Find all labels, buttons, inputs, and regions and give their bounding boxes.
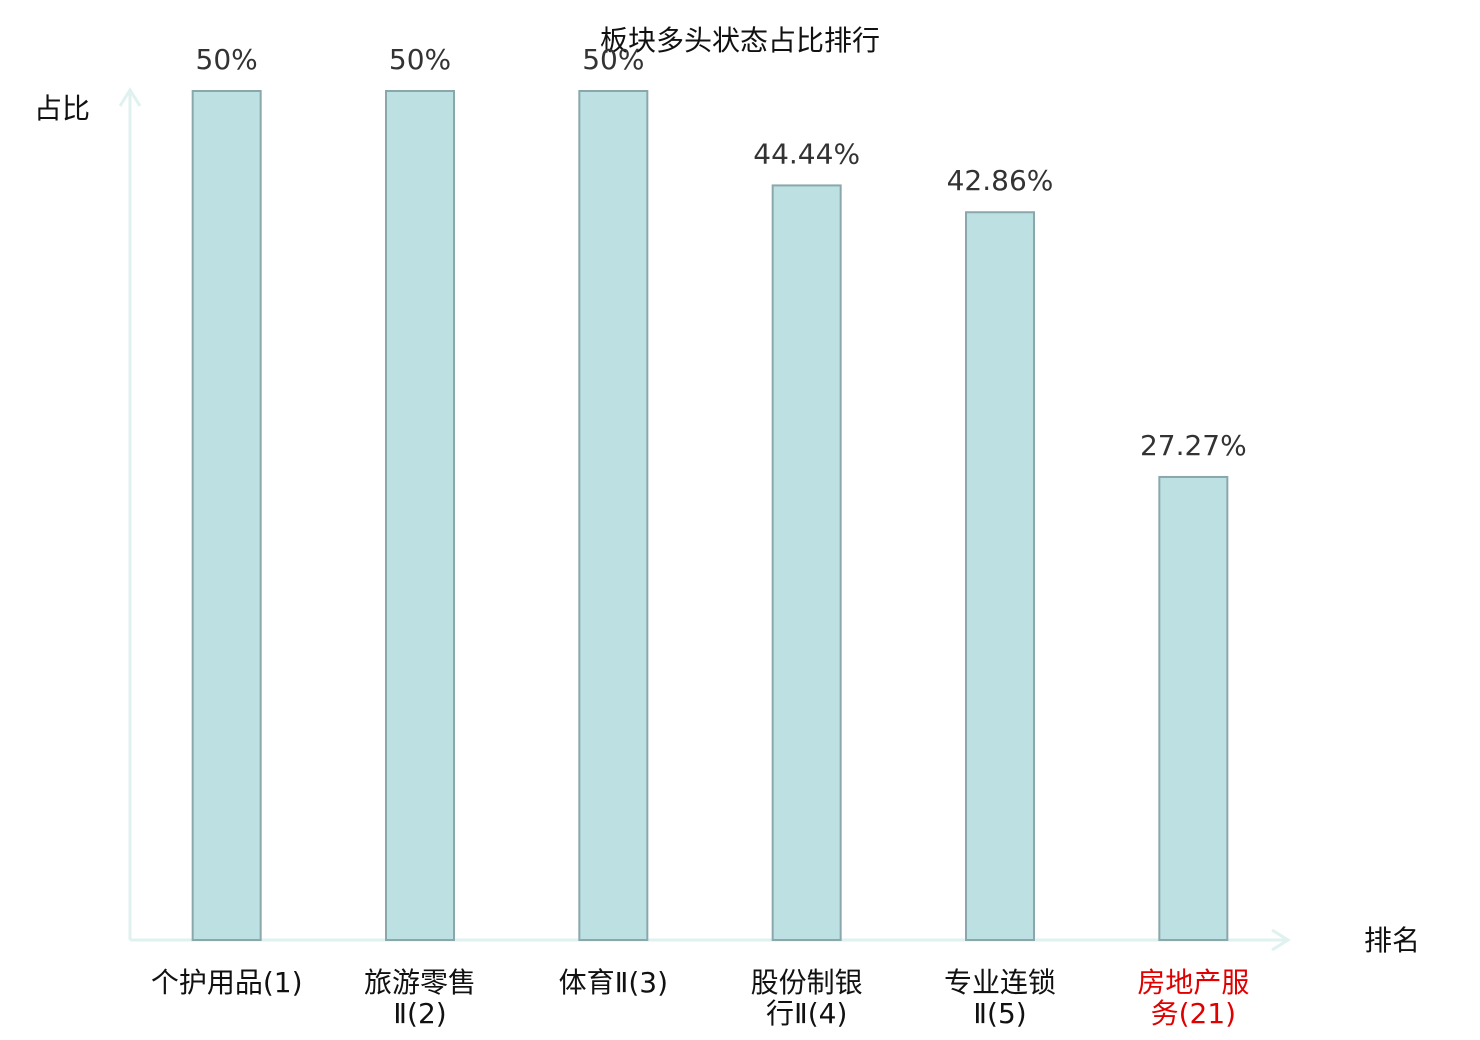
x-tick-label: 房地产服务(21) [1137, 966, 1249, 1030]
x-tick-label-line: 房地产服 [1137, 966, 1249, 999]
x-tick-label: 旅游零售 Ⅱ(2) [364, 966, 476, 1030]
x-tick-label-line: 行Ⅱ(4) [766, 997, 847, 1030]
x-tick-label: 体育Ⅱ(3) [559, 966, 668, 999]
x-tick-label-line: 务(21) [1151, 997, 1236, 1030]
x-tick-label: 专业连锁 Ⅱ(5) [944, 966, 1056, 1030]
x-tick-label-line: 股份制银 [751, 966, 863, 999]
chart-title: 板块多头状态占比排行 [600, 24, 880, 57]
bar [771, 184, 842, 941]
x-tick-label-line: 旅游零售 [364, 966, 476, 999]
x-tick-label-line: Ⅱ(5) [973, 997, 1026, 1030]
bar [191, 90, 262, 941]
value-label: 42.86% [947, 164, 1054, 197]
value-label: 50% [196, 43, 258, 76]
value-label: 50% [389, 43, 451, 76]
value-label: 50% [582, 43, 644, 76]
x-tick-label-line: Ⅱ(2) [393, 997, 446, 1030]
bar [965, 211, 1035, 942]
x-axis-arrow [1271, 928, 1291, 952]
value-label: 27.27% [1140, 429, 1247, 462]
x-tick-label: 股份制银行Ⅱ(4) [751, 966, 863, 1030]
bar [385, 90, 455, 941]
bar [1158, 475, 1229, 941]
y-axis-label: 占比 [34, 92, 90, 125]
value-label: 44.44% [753, 137, 860, 170]
bar [578, 90, 649, 941]
x-axis-label: 排名 [1364, 924, 1420, 957]
x-tick-label-line: 专业连锁 [944, 966, 1056, 999]
y-axis-arrow [118, 87, 142, 107]
x-tick-label: 个护用品(1) [151, 966, 303, 999]
